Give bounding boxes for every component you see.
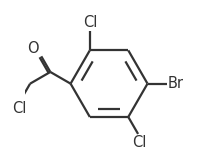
Text: Br: Br <box>168 76 184 91</box>
Text: Cl: Cl <box>12 101 27 116</box>
Text: Cl: Cl <box>83 15 97 30</box>
Text: Cl: Cl <box>132 135 146 150</box>
Text: O: O <box>27 41 39 56</box>
